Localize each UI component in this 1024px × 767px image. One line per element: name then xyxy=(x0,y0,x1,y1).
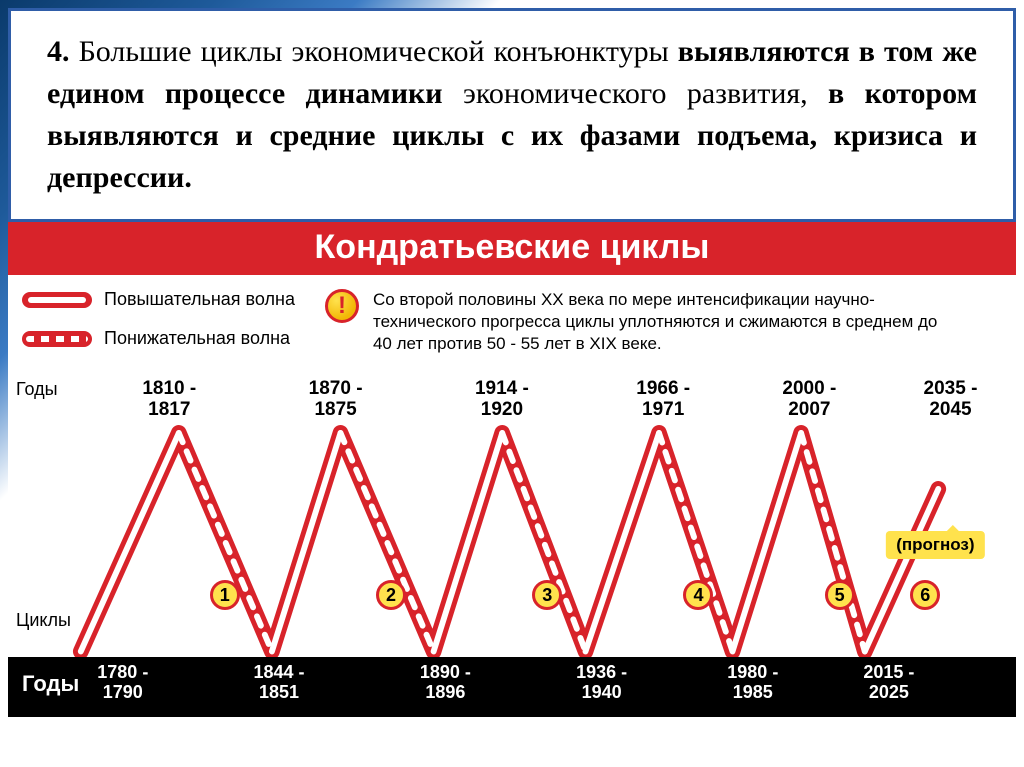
peak-label: 2000 -2007 xyxy=(782,379,836,421)
card-number: 4. xyxy=(47,35,70,68)
card-text-1: Большие циклы экономической конъюнктуры xyxy=(79,35,678,68)
cycle-badge: 2 xyxy=(376,580,406,610)
legend-up-label: Повышательная волна xyxy=(104,289,295,310)
peak-label: 1914 -1920 xyxy=(475,379,529,421)
cycle-badge: 3 xyxy=(532,580,562,610)
trough-label: 2015 -2025 xyxy=(863,663,914,703)
trough-label: 1936 -1940 xyxy=(576,663,627,703)
cycle-badge: 5 xyxy=(825,580,855,610)
legend-down: Понижательная волна xyxy=(22,328,295,349)
legend-up: Повышательная волна xyxy=(22,289,295,310)
cycle-badge: 6 xyxy=(910,580,940,610)
legend-down-label: Понижательная волна xyxy=(104,328,290,349)
y-axis-years: Годы xyxy=(16,379,58,400)
peak-label: 1870 -1875 xyxy=(309,379,363,421)
legend-row: Повышательная волна Понижательная волна … xyxy=(8,275,1016,377)
trough-label: 1890 -1896 xyxy=(420,663,471,703)
warning-icon: ! xyxy=(325,289,359,323)
trough-label: 1780 -1790 xyxy=(97,663,148,703)
peak-label: 1966 -1971 xyxy=(636,379,690,421)
legend-up-swatch xyxy=(22,292,92,308)
intro-card: 4. Большие циклы экономической конъюнкту… xyxy=(8,8,1016,222)
x-axis-row: Годы 1780 -1790 1844 -1851 1890 -1896 1936 … xyxy=(8,657,1016,717)
legend-col: Повышательная волна Понижательная волна xyxy=(22,289,295,367)
peak-label: 1810 -1817 xyxy=(142,379,196,421)
x-axis-label: Годы xyxy=(22,671,79,697)
chart-title: Кондратьевские циклы xyxy=(8,222,1016,275)
trough-label: 1980 -1985 xyxy=(727,663,778,703)
y-axis-cycles: Циклы xyxy=(16,610,71,631)
chart-body: Годы Циклы 1810 -1817 1870 -1875 1914 -192… xyxy=(8,377,1016,657)
forecast-badge: (прогноз) xyxy=(886,531,984,559)
trough-label: 1844 -1851 xyxy=(254,663,305,703)
kondratiev-chart: Кондратьевские циклы Повышательная волна… xyxy=(8,222,1016,717)
card-text-2: экономического развития, xyxy=(463,77,828,110)
note: ! Со второй половины XX века по мере инт… xyxy=(325,289,955,355)
legend-down-swatch xyxy=(22,331,92,347)
peak-label: 2035 -2045 xyxy=(924,379,978,421)
note-text: Со второй половины XX века по мере интен… xyxy=(373,289,955,355)
cycle-badge: 4 xyxy=(683,580,713,610)
cycle-badge: 1 xyxy=(210,580,240,610)
